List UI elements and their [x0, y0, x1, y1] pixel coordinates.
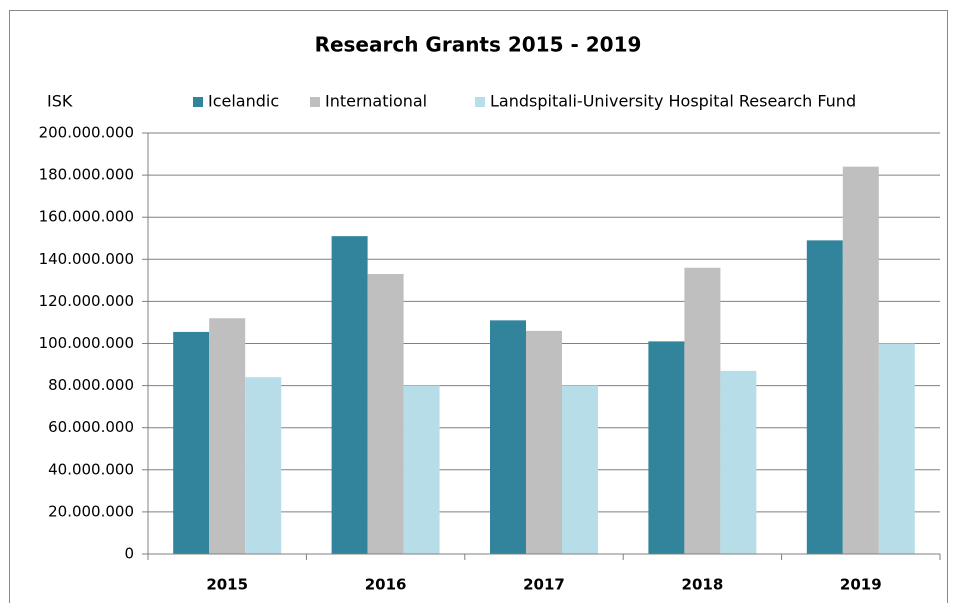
chart-frame	[9, 10, 948, 603]
y-tick-label: 180.000.000	[39, 166, 134, 184]
bar	[562, 385, 598, 554]
bar	[684, 267, 721, 554]
bar	[173, 331, 210, 554]
legend-label: International	[325, 92, 427, 111]
y-tick-label: 120.000.000	[39, 292, 134, 310]
bar	[842, 166, 879, 554]
y-tick-label: 40.000.000	[48, 460, 134, 478]
legend-label: Landspitali-University Hospital Research…	[490, 92, 856, 111]
y-tick-label: 140.000.000	[39, 250, 134, 268]
chart-title: Research Grants 2015 - 2019	[315, 33, 642, 57]
bar	[806, 240, 843, 555]
x-tick-label: 2015	[206, 576, 248, 594]
legend-swatch	[475, 97, 485, 107]
y-tick-label: 80.000.000	[48, 376, 134, 394]
bar	[403, 385, 440, 554]
x-tick-label: 2019	[840, 576, 882, 594]
legend-swatch	[310, 97, 320, 107]
y-tick-label: 160.000.000	[39, 208, 134, 226]
y-tick-label: 60.000.000	[48, 418, 134, 436]
y-tick-label: 0	[124, 545, 134, 563]
bar	[367, 274, 404, 554]
bar	[648, 341, 685, 554]
bar	[245, 377, 282, 554]
y-tick-label: 20.000.000	[48, 502, 134, 520]
legend-label: Icelandic	[208, 92, 279, 111]
legend-swatch	[193, 97, 203, 107]
bar	[331, 236, 368, 554]
bar	[878, 343, 915, 554]
bar	[209, 318, 246, 554]
bar	[526, 330, 562, 554]
x-tick-label: 2018	[682, 576, 724, 594]
x-tick-label: 2017	[523, 576, 565, 594]
bar	[720, 370, 757, 554]
y-tick-label: 100.000.000	[39, 334, 134, 352]
y-axis-label: ISK	[47, 92, 73, 111]
y-tick-label: 200.000.000	[39, 124, 134, 142]
bar	[490, 320, 526, 554]
x-tick-label: 2016	[365, 576, 407, 594]
